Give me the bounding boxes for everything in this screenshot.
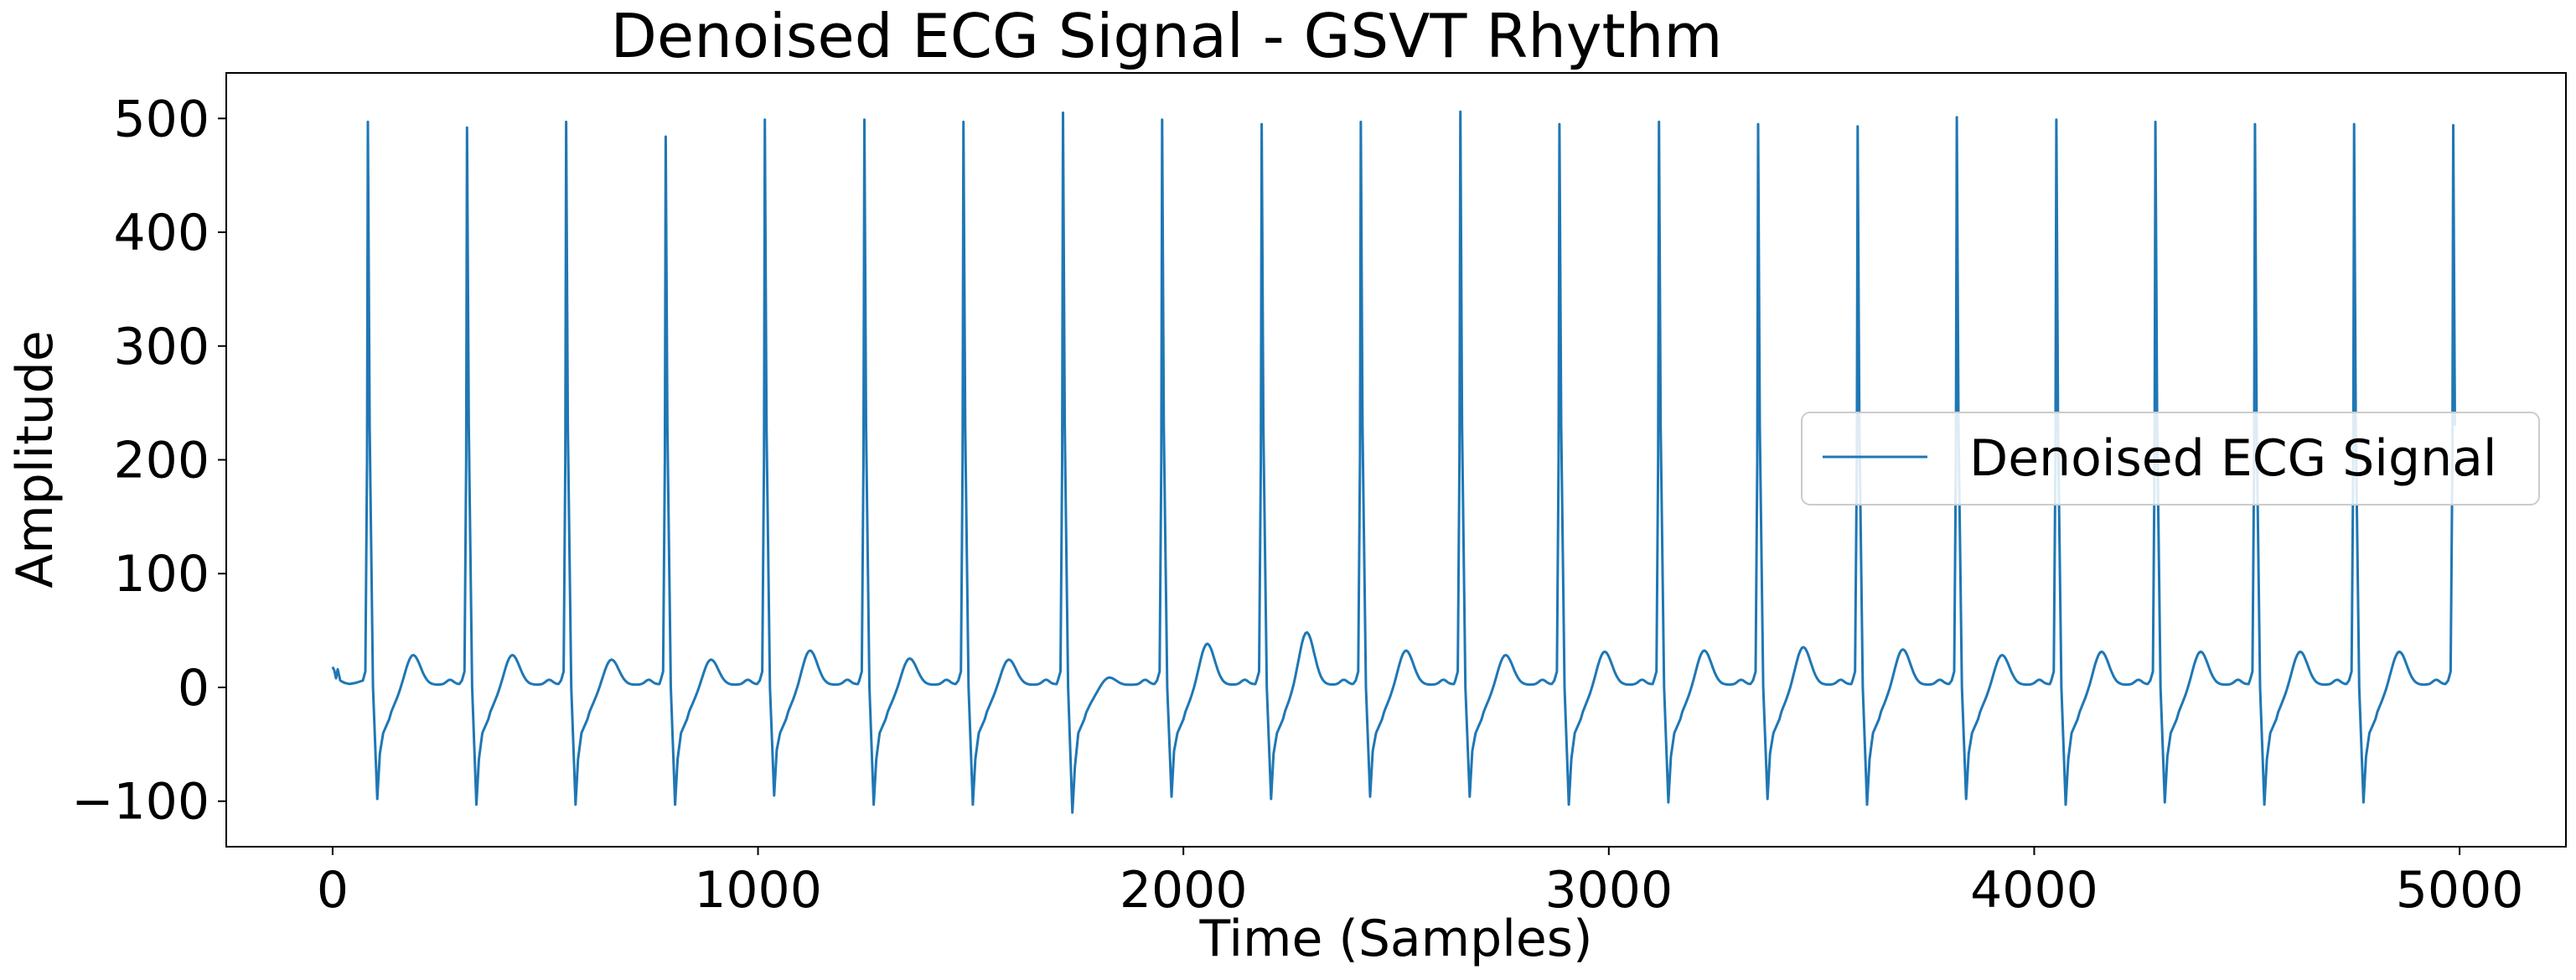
y-tick-label: 0 xyxy=(178,659,209,718)
series-line-denoised-ecg xyxy=(331,110,2456,814)
y-tick-label: 100 xyxy=(113,545,209,604)
legend-label-denoised-ecg: Denoised ECG Signal xyxy=(1969,429,2497,488)
x-tick-label: 5000 xyxy=(2396,861,2524,920)
axis-ticks: 0 1000 2000 3000 4000 5000 −100 0 100 200 300 400 50… xyxy=(71,90,2523,920)
x-tick-label: 1000 xyxy=(694,861,822,920)
y-tick-label: 300 xyxy=(113,318,209,376)
legend-box xyxy=(1801,412,2540,506)
plot-area-frame xyxy=(225,72,2567,848)
x-tick-label: 3000 xyxy=(1544,861,1673,920)
legend: Denoised ECG Signal xyxy=(1801,412,2540,506)
y-tick-label: 200 xyxy=(113,432,209,490)
x-tick-label: 0 xyxy=(317,861,349,920)
chart-title: Denoised ECG Signal - GSVT Rhythm xyxy=(610,1,1722,71)
y-tick-label: −100 xyxy=(71,773,209,832)
x-tick-label: 4000 xyxy=(1970,861,2098,920)
x-tick-label: 2000 xyxy=(1120,861,1248,920)
y-tick-label: 500 xyxy=(113,90,209,148)
y-axis-label: Amplitude xyxy=(6,330,65,588)
y-tick-label: 400 xyxy=(113,204,209,262)
x-axis-label: Time (Samples) xyxy=(1199,910,1593,968)
